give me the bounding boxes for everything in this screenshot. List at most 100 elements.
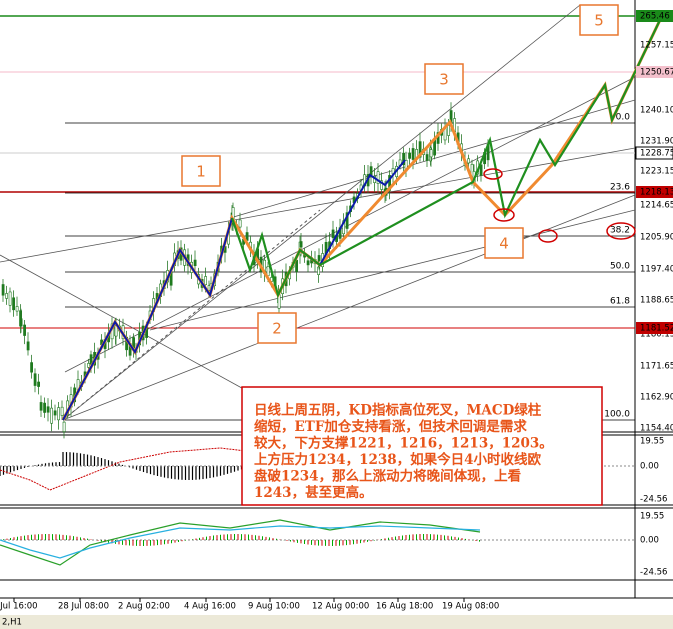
time-label: 12 Aug 00:00 (312, 602, 369, 612)
price-box (635, 146, 673, 160)
wave-box (181, 155, 221, 187)
kd-line (0, 525, 481, 559)
candle-body (1, 284, 5, 296)
note-line: 缩短，ETF加仓支持看涨，但技术回调是需求 (254, 418, 527, 435)
price-label: 1188.65 (640, 296, 673, 306)
candle-body (306, 260, 310, 266)
price-label: 1162.90 (640, 393, 673, 403)
price-label: 1180.15 (640, 330, 673, 340)
candle-body (19, 318, 23, 327)
candle-body (345, 212, 349, 229)
candle-body (33, 373, 37, 386)
candle-body (87, 363, 91, 368)
candle-body (411, 148, 415, 160)
trend-line (64, 76, 636, 373)
wave-box (424, 63, 464, 95)
time-label: 16 Aug 18:00 (376, 602, 433, 612)
wave-label: 5 (594, 12, 604, 30)
candle-body (46, 406, 50, 413)
price-box-label: 1250.67 (640, 68, 673, 78)
candle-body (238, 219, 242, 228)
candle-body (26, 341, 30, 351)
price-box (636, 66, 673, 78)
wave-path (62, 217, 233, 421)
price-box (636, 322, 673, 334)
candle-body (380, 180, 384, 190)
note-line: 较大，下方支撑1221，1216，1213，1203。 (254, 435, 553, 452)
trend-line (0, 147, 636, 263)
macd-axis-label: -24.56 (640, 495, 667, 505)
candle-body (376, 171, 380, 184)
time-label: 8 Jul 16:00 (0, 602, 38, 612)
marker-ellipse (483, 168, 503, 180)
price-box-label: 265.46 (640, 12, 670, 22)
kd-axis-label: 19.55 (640, 512, 664, 522)
trend-line (62, 4, 581, 421)
trend-line (149, 209, 636, 331)
time-label: 4 Aug 16:00 (184, 602, 236, 612)
candle-body (30, 362, 34, 373)
candle-body (331, 229, 335, 238)
candle-body (12, 297, 16, 311)
candle-body (317, 255, 321, 262)
candle-body (37, 381, 41, 387)
price-label: 1257.15 (640, 41, 673, 51)
candle-body (62, 421, 66, 432)
candle-body (53, 410, 57, 416)
candle-body (60, 406, 64, 416)
trend-line (229, 99, 636, 219)
price-label: 1205.90 (640, 233, 673, 243)
fib-label: 23.6 (610, 183, 630, 193)
wave-box (257, 312, 297, 344)
note-box (241, 386, 603, 506)
kd-line (0, 519, 481, 566)
candle-body (57, 407, 61, 421)
price-label: 1154.40 (640, 424, 673, 434)
price-box (636, 10, 673, 22)
candle-body (433, 139, 437, 156)
time-label: 19 Aug 08:00 (442, 602, 499, 612)
time-label: 28 Jul 08:00 (58, 602, 109, 612)
marker-ellipse (538, 229, 558, 243)
macd-signal (0, 447, 256, 491)
symbol-label: 2,H1 (2, 618, 22, 628)
candle-body (418, 141, 422, 158)
candle-body (43, 402, 47, 413)
candle-body (193, 259, 197, 267)
price-label: 1231.90 (640, 137, 673, 147)
time-label: 2 Aug 02:00 (118, 602, 170, 612)
wave-label: 3 (439, 71, 449, 89)
candle-body (408, 152, 412, 159)
marker-ellipse (493, 208, 515, 222)
wave-label: 1 (196, 163, 206, 181)
price-label: 1197.40 (640, 265, 673, 275)
candle-body (23, 324, 27, 336)
candle-body (39, 402, 43, 411)
marker-ellipse (606, 222, 636, 240)
price-label: 1240.10 (640, 106, 673, 116)
price-box (636, 186, 673, 198)
candle-body (50, 407, 54, 424)
status-bar (0, 615, 673, 629)
wave-label: 2 (272, 320, 282, 338)
price-label: 1214.65 (640, 201, 673, 211)
price-box-label: 1181.52 (640, 324, 673, 334)
fib-label: 0.0 (616, 113, 631, 123)
macd-axis-label: 19.55 (640, 437, 664, 447)
candle-body (15, 306, 19, 312)
candle-body (5, 293, 9, 299)
note-line: 日线上周五阴，KD指标高位死叉，MACD绿柱 (254, 402, 542, 419)
fib-label: 50.0 (610, 262, 630, 272)
fib-label: 38.2 (610, 226, 630, 236)
fib-label: 100.0 (604, 410, 630, 420)
kd-axis-label: -24.56 (640, 568, 667, 578)
time-label: 9 Aug 10:00 (248, 602, 300, 612)
wave-box (579, 4, 619, 36)
candle-body (447, 125, 451, 136)
candle-body (429, 149, 433, 158)
macd-axis-label: 0.00 (640, 462, 659, 472)
note-line: 1243，甚至更高。 (254, 484, 373, 501)
kd-axis-label: 0.00 (640, 536, 659, 546)
